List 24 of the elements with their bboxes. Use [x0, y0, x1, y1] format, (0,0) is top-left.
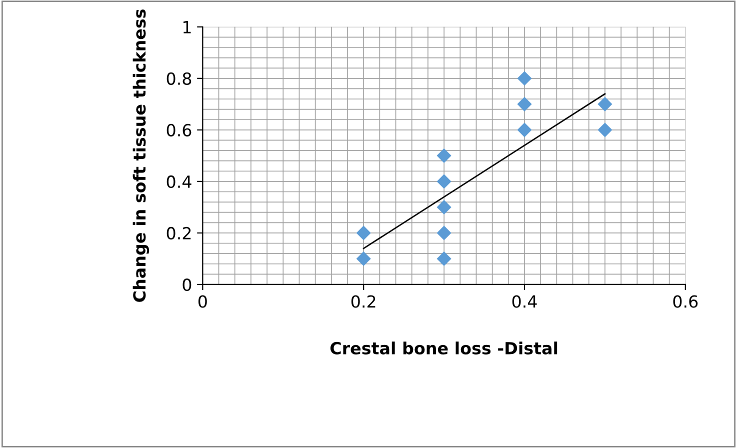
- point: [517, 96, 532, 112]
- point: [436, 251, 452, 266]
- x-tick-label: 0: [198, 295, 207, 308]
- x-tick-label: 0.4: [512, 295, 537, 308]
- y-tick-label: 0.6: [166, 124, 192, 136]
- y-tick-label: 0: [182, 278, 192, 292]
- point: [517, 122, 532, 138]
- y-tick-label: 0.4: [166, 175, 192, 188]
- x-tick-label: 0.2: [351, 295, 376, 308]
- point: [356, 251, 371, 266]
- y-tick-label: 0.2: [166, 226, 191, 240]
- point: [436, 226, 452, 240]
- y-axis-title: Change in soft tissue thickness: [132, 9, 150, 302]
- x-axis-title: Crestal bone loss -Distal: [330, 342, 558, 354]
- point: [517, 71, 532, 86]
- point: [598, 96, 612, 112]
- y-tick-label: 1: [183, 21, 191, 34]
- point: [436, 200, 452, 214]
- point: [598, 122, 612, 138]
- point: [436, 148, 452, 163]
- x-tick-label: 0.6: [673, 295, 698, 308]
- point: [436, 174, 452, 189]
- point: [356, 226, 371, 240]
- y-tick-label: 0.8: [166, 72, 192, 85]
